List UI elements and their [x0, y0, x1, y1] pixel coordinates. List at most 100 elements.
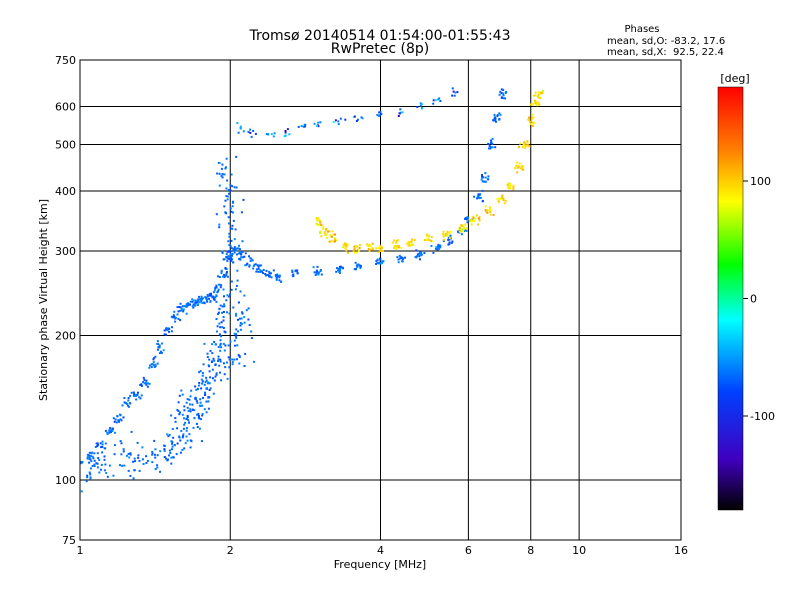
o-mode-point-99	[140, 385, 143, 387]
o-mode-point-672	[171, 442, 174, 445]
o-mode-point-852	[222, 258, 225, 261]
o-mode-point-887	[218, 223, 221, 226]
o-mode-point-769	[200, 378, 203, 381]
o-mode-point-963	[201, 382, 204, 385]
o-mode-point-330	[258, 264, 261, 267]
o-mode-point-14	[90, 452, 93, 455]
o-mode-point-712	[180, 429, 183, 432]
x-mode-point-1357	[528, 145, 531, 148]
o-mode-point-537	[487, 175, 490, 178]
x-mode-point-1135	[328, 230, 331, 233]
o-mode-point-120	[156, 340, 159, 343]
x-mode-point-1237	[412, 243, 415, 246]
o-mode-point-1015	[234, 344, 237, 347]
o-mode-point-340	[269, 272, 272, 275]
o-mode-point-58	[113, 420, 116, 423]
x-mode-point-1177	[353, 245, 356, 248]
o-mode-point-308	[237, 252, 240, 255]
o-mode-point-699	[163, 444, 165, 447]
o-mode-point-953	[174, 417, 177, 420]
o-mode-point-422	[356, 263, 359, 266]
o-mode-point-1051	[254, 132, 257, 135]
o-mode-point-233	[215, 300, 218, 303]
o-mode-point-83	[140, 394, 143, 397]
o-mode-point-1008	[248, 324, 251, 326]
o-mode-point-351	[268, 275, 271, 278]
o-mode-point-759	[201, 404, 204, 407]
o-mode-point-733	[186, 427, 188, 430]
o-mode-point-49	[112, 417, 115, 420]
o-mode-point-820	[222, 316, 225, 318]
o-mode-point-743	[186, 398, 189, 401]
o-mode-point-255	[219, 286, 222, 289]
o-mode-point-800	[220, 346, 223, 349]
x-mode-point-1375	[531, 121, 534, 124]
o-mode-point-600	[86, 476, 89, 479]
o-mode-point-606	[88, 461, 91, 464]
o-mode-point-362	[274, 275, 277, 277]
o-mode-point-185	[191, 300, 194, 303]
o-mode-point-269	[225, 274, 228, 277]
o-mode-point-1038	[247, 307, 250, 310]
x-mode-point-1257	[428, 234, 431, 237]
x-mode-point-1282	[464, 223, 467, 226]
o-mode-point-661	[153, 439, 156, 442]
o-mode-point-482	[447, 238, 449, 241]
o-mode-point-568	[492, 119, 495, 122]
o-mode-point-182	[184, 305, 187, 308]
o-mode-point-930	[189, 408, 192, 411]
o-mode-point-928	[190, 440, 193, 443]
o-mode-point-645	[137, 454, 140, 457]
o-mode-point-841	[223, 295, 225, 298]
o-mode-point-535	[477, 193, 480, 196]
x-mode-point-1313	[486, 209, 489, 212]
x-mode-point-1290	[470, 223, 473, 226]
o-mode-point-647	[126, 454, 128, 457]
o-mode-point-1035	[243, 316, 246, 319]
o-mode-point-1023	[235, 333, 237, 336]
o-mode-point-711	[168, 433, 171, 436]
x-mode-point-1311	[488, 206, 491, 209]
x-tick-label-6: 16	[674, 544, 688, 557]
o-mode-point-149	[179, 319, 182, 322]
o-mode-point-56	[118, 419, 120, 422]
x-mode-point-1283	[462, 225, 465, 228]
x-mode-point-1369	[525, 144, 528, 147]
x-mode-point-1354	[516, 166, 519, 169]
o-mode-point-545	[481, 180, 484, 183]
x-mode-point-1292	[476, 223, 479, 226]
x-mode-point-1185	[354, 244, 357, 247]
x-mode-point-1365	[522, 144, 525, 147]
o-mode-point-479	[435, 246, 438, 249]
o-mode-point-245	[218, 283, 221, 286]
o-mode-point-588	[500, 96, 503, 99]
o-mode-point-376	[294, 270, 297, 273]
x-mode-point-1362	[527, 144, 530, 147]
o-mode-point-463	[415, 249, 418, 252]
o-mode-point-936	[195, 422, 198, 425]
o-mode-point-1011	[233, 332, 236, 335]
o-mode-point-839	[234, 288, 237, 291]
o-mode-point-438	[397, 261, 400, 264]
o-mode-point-670	[145, 455, 148, 458]
o-mode-point-649	[141, 458, 144, 461]
o-mode-point-676	[165, 457, 168, 460]
o-mode-point-280	[226, 256, 229, 259]
x-mode-point-1411	[536, 95, 539, 98]
o-mode-point-560	[487, 142, 490, 145]
x-mode-point-1312	[485, 210, 487, 213]
x-mode-point-1404	[534, 91, 537, 94]
o-mode-point-650	[138, 459, 141, 462]
x-mode-point-1308	[486, 212, 489, 214]
y-tick-label-6: 600	[55, 101, 76, 114]
o-mode-point-811	[227, 344, 230, 347]
x-mode-point-1367	[526, 140, 529, 143]
o-mode-point-412	[356, 265, 359, 268]
o-mode-point-904	[233, 186, 236, 189]
o-mode-point-529	[478, 193, 481, 196]
o-mode-point-51	[122, 416, 125, 419]
o-mode-point-540	[482, 180, 485, 183]
o-mode-point-920	[216, 172, 219, 175]
o-mode-point-742	[195, 398, 198, 401]
x-mode-point-1169	[342, 244, 345, 247]
